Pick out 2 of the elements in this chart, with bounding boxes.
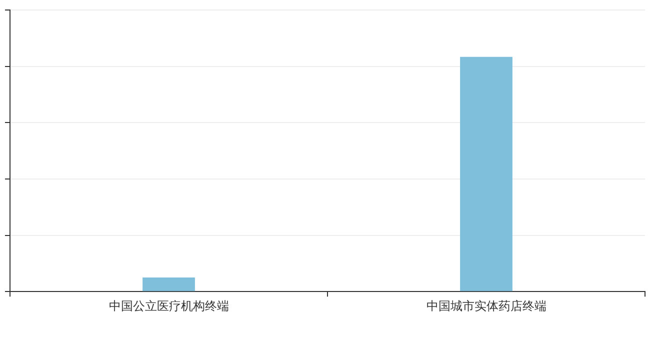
x-tick-label: 中国城市实体药店终端 <box>426 298 546 313</box>
x-tick-label: 中国公立医疗机构终端 <box>108 298 229 313</box>
